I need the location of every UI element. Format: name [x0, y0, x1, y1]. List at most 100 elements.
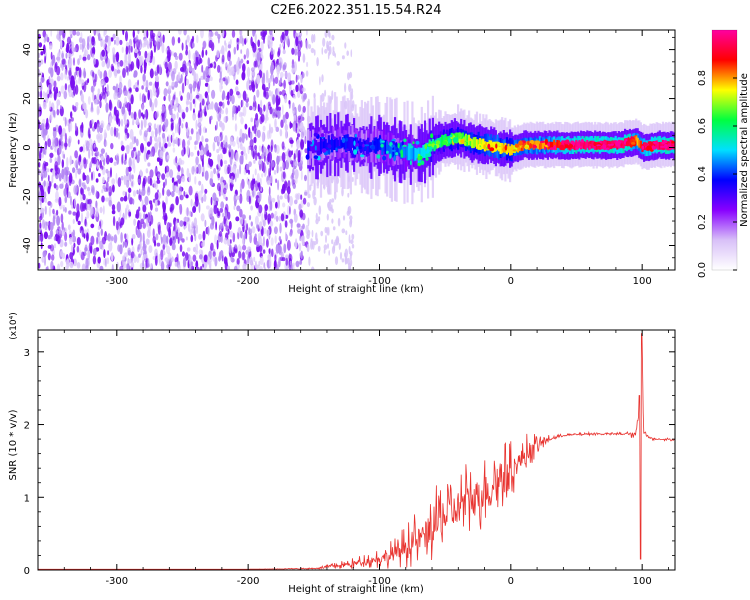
noise-blob [292, 102, 295, 111]
noise-blob [84, 244, 88, 252]
noise-blob [209, 213, 213, 220]
ridge-speckle [487, 143, 491, 150]
noise-blob [233, 205, 236, 210]
noise-blob [105, 197, 109, 202]
noise-blob [274, 118, 277, 129]
noise-blob [201, 242, 205, 247]
noise-blob [186, 145, 190, 156]
noise-blob [119, 39, 123, 46]
noise-blob [44, 197, 48, 204]
noise-blob [39, 71, 43, 76]
y-tick-label: 0 [24, 566, 30, 577]
ridge-cell [420, 147, 423, 159]
noise-blob [140, 112, 144, 117]
noise-blob [329, 199, 332, 205]
noise-blob [296, 139, 301, 149]
noise-blob [263, 104, 266, 112]
noise-blob [87, 186, 90, 192]
noise-blob [223, 187, 227, 195]
noise-blob [64, 132, 67, 142]
noise-blob [111, 65, 115, 72]
noise-blob [190, 198, 193, 207]
noise-blob [284, 30, 289, 37]
ridge-speckle [426, 149, 431, 152]
noise-blob [253, 124, 257, 135]
noise-blob [118, 81, 123, 90]
noise-blob [69, 155, 72, 166]
noise-blob [140, 55, 144, 64]
noise-blob [99, 100, 102, 109]
noise-blob [178, 231, 183, 241]
ridge-cell [348, 136, 351, 151]
noise-blob [56, 209, 59, 216]
noise-blob [162, 234, 167, 245]
noise-blob [156, 64, 160, 74]
noise-blob [200, 30, 204, 39]
noise-blob [344, 248, 348, 259]
noise-blob [222, 212, 225, 218]
noise-blob [163, 88, 168, 97]
noise-blob [282, 114, 286, 123]
noise-blob [150, 263, 153, 269]
noise-blob [124, 214, 128, 220]
ridge-cell [583, 141, 586, 149]
noise-blob [204, 138, 209, 143]
noise-blob [276, 108, 282, 119]
noise-blob [52, 109, 56, 116]
noise-blob [141, 103, 145, 111]
noise-blob [89, 161, 93, 169]
noise-blob [170, 122, 174, 131]
noise-blob [136, 229, 141, 239]
noise-blob [122, 261, 127, 269]
noise-blob [291, 47, 295, 55]
noise-blob [101, 195, 105, 203]
noise-blob [252, 151, 255, 160]
noise-blob [88, 148, 91, 159]
ridge-speckle [415, 140, 420, 145]
noise-blob [216, 148, 220, 154]
ridge-cell [551, 141, 554, 150]
noise-blob [242, 263, 247, 270]
noise-blob [171, 70, 175, 82]
noise-blob [161, 132, 166, 139]
noise-blob [134, 48, 139, 54]
noise-blob [137, 150, 140, 157]
noise-blob [269, 174, 274, 184]
noise-blob [233, 193, 238, 204]
noise-blob [254, 260, 257, 269]
noise-blob [291, 67, 296, 74]
noise-blob [219, 222, 224, 230]
noise-blob [144, 146, 147, 154]
ridge-speckle [426, 152, 432, 158]
noise-blob [164, 61, 168, 70]
noise-blob [305, 70, 309, 77]
noise-blob [40, 51, 44, 56]
noise-blob [217, 64, 221, 73]
noise-blob [207, 57, 211, 67]
noise-blob [129, 63, 133, 72]
ridge-cell [423, 144, 427, 158]
noise-blob [103, 129, 107, 140]
ridge-cell [351, 137, 354, 148]
noise-blob [123, 175, 127, 186]
noise-blob [74, 160, 79, 169]
noise-blob [38, 52, 41, 59]
ridge-speckle [352, 153, 357, 158]
noise-blob [138, 253, 141, 258]
noise-blob [82, 144, 85, 153]
noise-blob [256, 51, 261, 61]
ridge-speckle [547, 142, 551, 147]
noise-blob [137, 30, 140, 35]
ridge-speckle [330, 133, 334, 138]
noise-blob [188, 136, 192, 141]
noise-blob [292, 168, 295, 177]
noise-blob [69, 252, 74, 260]
noise-blob [143, 254, 147, 260]
noise-blob [250, 36, 253, 47]
noise-blob [300, 40, 303, 48]
noise-blob [142, 180, 145, 191]
noise-blob [201, 49, 204, 58]
noise-blob [229, 239, 232, 244]
noise-blob [44, 55, 46, 64]
noise-blob [56, 75, 61, 82]
